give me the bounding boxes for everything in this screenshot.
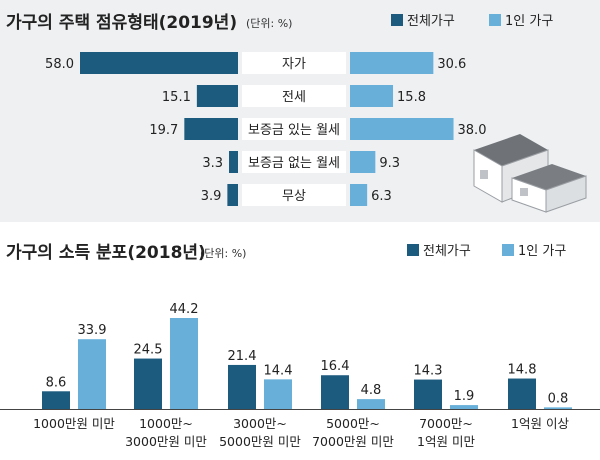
bar-single-households [350,151,376,173]
category-label: 전세 [282,90,306,105]
bar-all-households [196,85,238,107]
bar-all-households [414,379,442,409]
value-label-all-households: 3.3 [202,156,223,171]
income-legend: 전체가구 1인 가구 [407,244,566,259]
housing-bars: 자가 58.0 30.6 전세 15.1 15.8 보증금 있는 월세 19.7 38.0 보증금… [45,52,486,206]
legend-label-single-households: 1인 가구 [505,14,553,29]
housing-chart-unit: (단위: %) [246,17,292,30]
value-label-single-households: 30.6 [437,57,466,72]
category-label-box [242,151,346,173]
category-label: 보증금 있는 월세 [248,123,340,138]
x-category-label: 1억원 이상 [511,416,569,431]
income-distribution-chart: 가구의 소득 분포(2018년) (단위: %) 전체가구 1인 가구 8.6 3… [0,243,600,449]
value-label-all-households: 58.0 [45,57,74,72]
value-label-single-households: 15.8 [397,90,426,105]
value-label-single-households: 0.8 [548,391,569,406]
value-label-all-households: 19.7 [149,123,178,138]
bar-single-households [350,52,434,74]
value-label-single-households: 6.3 [371,189,392,204]
bar-all-households [229,151,238,173]
value-label-all-households: 21.4 [228,349,257,364]
category-label-box [242,52,346,74]
legend-swatch-single-households [502,244,514,256]
bar-single-households [450,405,478,409]
category-label-box [242,184,346,206]
category-label-box [242,85,346,107]
x-category-label: 7000만~ 1억원 미만 [417,416,475,449]
income-chart-title: 가구의 소득 분포(2018년) [6,243,206,263]
legend-label-all-households: 전체가구 [423,244,471,259]
bar-all-households [80,52,238,74]
bar-single-households [544,407,572,409]
bar-single-households [264,379,292,409]
legend-swatch-all-households [407,244,419,256]
category-label-box [242,118,346,140]
x-category-label: 3000만~ 5000만원 미만 [219,416,301,449]
value-label-single-households: 14.4 [264,363,293,378]
legend-label-all-households: 전체가구 [407,14,455,29]
x-category-label: 5000만~ 7000만원 미만 [312,416,394,449]
housing-tenure-chart: 가구의 주택 점유형태(2019년) (단위: %) 전체가구 1인 가구 자가… [6,12,587,213]
value-label-all-households: 14.3 [414,364,443,379]
house-illustration-icon [473,134,587,213]
value-label-all-households: 16.4 [321,359,350,374]
bar-single-households [350,118,454,140]
value-label-single-households: 44.2 [170,302,199,317]
value-label-single-households: 9.3 [379,156,400,171]
x-category-label: 1000만원 미만 [33,416,115,431]
bar-single-households [78,339,106,409]
income-bars: 8.6 33.9 24.5 44.2 21.4 14.4 16.4 4.8 14.3 1.9 14.… [42,302,572,409]
bar-all-households [508,378,536,409]
bar-single-households [350,85,394,107]
value-label-all-households: 8.6 [46,375,67,390]
bar-all-households [227,184,238,206]
bar-all-households [228,364,256,409]
value-label-single-households: 38.0 [458,123,487,138]
value-label-all-households: 14.8 [508,363,537,378]
category-label: 보증금 없는 월세 [248,156,340,171]
category-label: 자가 [282,57,306,72]
value-label-all-households: 3.9 [201,189,222,204]
income-distribution-panel: 가구의 소득 분포(2018년) (단위: %) 전체가구 1인 가구 8.6 3… [0,230,600,456]
housing-chart-title: 가구의 주택 점유형태(2019년) [6,12,237,33]
value-label-single-households: 4.8 [361,383,382,398]
legend-label-single-households: 1인 가구 [518,244,566,259]
bar-single-households [170,318,198,409]
bar-all-households [134,358,162,409]
panel-separator [0,222,600,230]
value-label-all-households: 15.1 [162,90,191,105]
value-label-single-households: 33.9 [78,323,107,338]
value-label-all-households: 24.5 [134,343,163,358]
legend-swatch-single-households [489,14,501,26]
housing-legend: 전체가구 1인 가구 [391,14,553,29]
income-category-labels: 1000만원 미만 1000만~ 3000만원 미만 3000만~ 5000만원 미만 5… [33,416,569,449]
x-category-label: 1000만~ 3000만원 미만 [125,416,207,449]
income-chart-unit: (단위: %) [200,247,246,260]
bar-single-households [357,399,385,409]
category-label: 무상 [282,189,306,204]
value-label-single-households: 1.9 [454,389,475,404]
bar-all-households [184,118,238,140]
bar-single-households [350,184,368,206]
legend-swatch-all-households [391,14,403,26]
bar-all-households [321,375,349,409]
housing-tenure-panel: 가구의 주택 점유형태(2019년) (단위: %) 전체가구 1인 가구 자가… [0,0,600,222]
bar-all-households [42,391,70,409]
